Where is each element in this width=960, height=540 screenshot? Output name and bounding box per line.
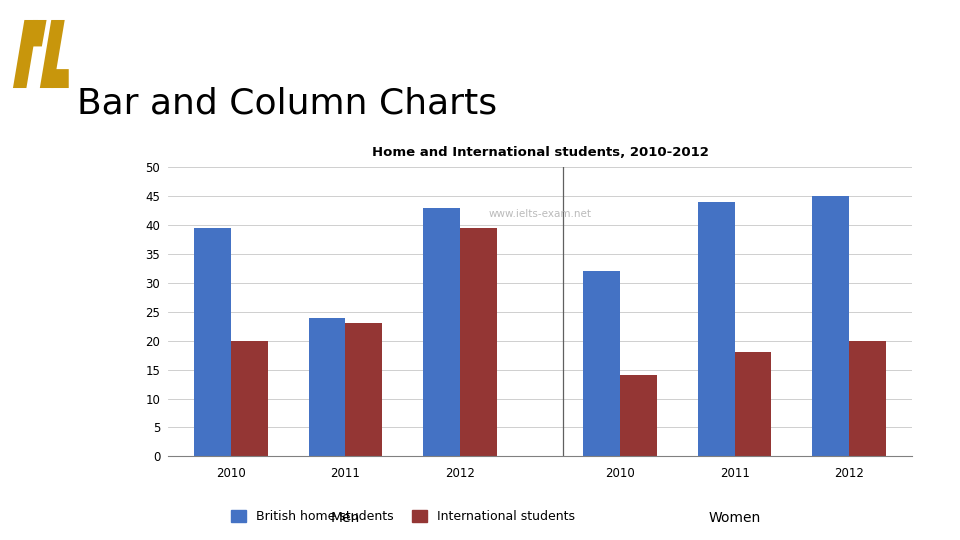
Bar (423, 208, 460, 456)
Bar (849, 341, 886, 456)
Bar (812, 196, 849, 456)
Bar (309, 318, 346, 456)
Bar (194, 228, 231, 456)
Polygon shape (51, 69, 69, 88)
Text: Women: Women (708, 511, 760, 525)
Text: Men: Men (331, 511, 360, 525)
Polygon shape (29, 20, 47, 46)
Bar (584, 272, 620, 456)
Bar (231, 341, 268, 456)
Bar (698, 202, 734, 456)
Text: www.ielts-exam.net: www.ielts-exam.net (489, 208, 591, 219)
Bar (346, 323, 382, 456)
Legend: British home students, International students: British home students, International stu… (226, 505, 581, 528)
Title: Home and International students, 2010-2012: Home and International students, 2010-20… (372, 146, 708, 159)
Text: Bar and Column Charts: Bar and Column Charts (77, 86, 497, 120)
Polygon shape (13, 20, 37, 88)
Bar (734, 352, 771, 456)
Bar (620, 375, 657, 456)
Bar (460, 228, 496, 456)
Polygon shape (40, 20, 64, 88)
